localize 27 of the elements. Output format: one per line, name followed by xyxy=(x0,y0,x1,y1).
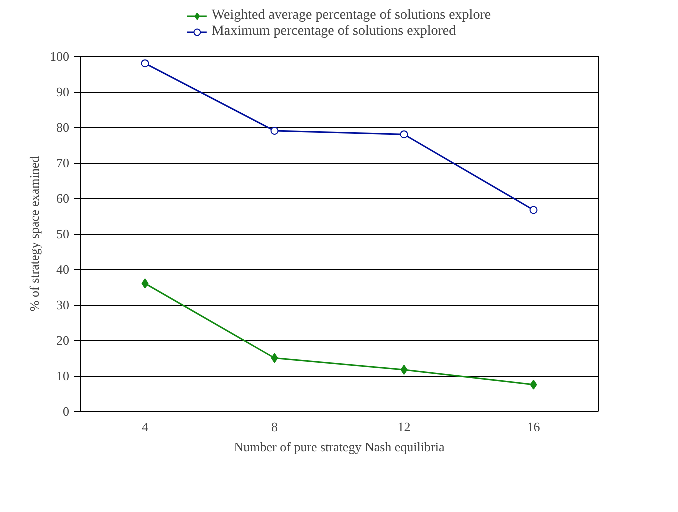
point xyxy=(142,278,149,289)
y-axis-title: % of strategy space examined xyxy=(27,156,42,312)
x-tick-label: 8 xyxy=(272,420,278,434)
y-tick-label: 60 xyxy=(56,191,70,206)
legend-label: Maximum percentage of solutions explored xyxy=(212,24,456,40)
x-tick-label: 4 xyxy=(142,420,149,434)
point xyxy=(530,380,538,390)
y-tick-label: 20 xyxy=(56,333,70,348)
y-tick-label: 70 xyxy=(56,156,70,170)
y-tick-label: 80 xyxy=(56,120,70,135)
point xyxy=(400,130,408,139)
y-tick-label: 30 xyxy=(56,298,70,312)
y-tick-label: 90 xyxy=(56,84,70,100)
point xyxy=(271,353,278,364)
y-tick-label: 40 xyxy=(56,262,70,277)
point xyxy=(270,127,279,136)
y-tick-label: 100 xyxy=(50,49,70,64)
point xyxy=(141,60,150,68)
x-tick-label: 12 xyxy=(398,420,411,434)
point xyxy=(400,364,408,375)
y-tick-label: 50 xyxy=(56,226,70,242)
x-tick-label: 16 xyxy=(527,420,541,434)
legend-label: Weighted average percentage of solutions explore xyxy=(212,8,492,24)
point xyxy=(530,206,538,214)
x-axis-title: Number of pure strategy Nash equilibria xyxy=(234,440,445,454)
y-tick-label: 10 xyxy=(56,368,70,384)
y-tick-label: 0 xyxy=(63,404,70,419)
